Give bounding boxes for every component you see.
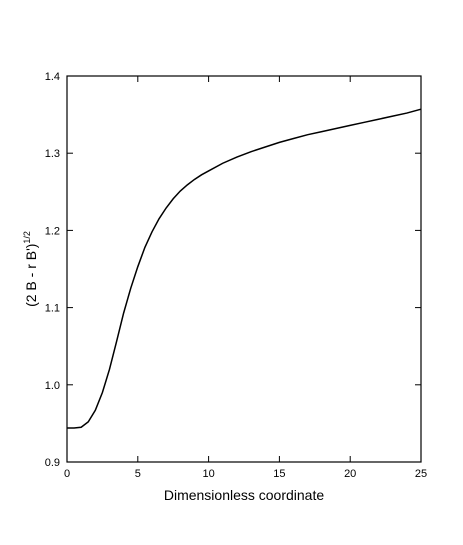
y-tick-label-1: 1.0 <box>45 380 60 392</box>
y-tick-label-4: 1.3 <box>45 148 60 160</box>
y-axis-ticks <box>67 75 421 463</box>
x-tick-label-3: 15 <box>273 468 285 480</box>
x-tick-label-2: 10 <box>202 468 214 480</box>
plot-frame <box>66 75 422 463</box>
x-axis-label: Dimensionless coordinate <box>164 487 325 503</box>
x-tick-label-1: 5 <box>135 468 141 480</box>
y-axis-label: (2 B - r B')1/2 <box>22 231 39 307</box>
x-tick-label-4: 20 <box>344 468 356 480</box>
x-axis-tick-labels: 0 5 10 15 20 25 <box>64 468 427 480</box>
series-line <box>67 108 422 429</box>
y-axis-tick-labels: 0.9 1.0 1.1 1.2 1.3 1.4 <box>45 71 60 469</box>
x-tick-label-5: 25 <box>415 468 427 480</box>
x-axis-ticks <box>66 76 422 462</box>
y-tick-label-2: 1.1 <box>45 303 60 315</box>
y-tick-label-0: 0.9 <box>45 457 60 469</box>
y-tick-label-5: 1.4 <box>45 71 60 83</box>
x-tick-label-0: 0 <box>64 468 70 480</box>
y-axis-label-superscript: 1/2 <box>22 231 32 244</box>
y-axis-label-base: (2 B - r B') <box>23 244 39 307</box>
y-tick-label-3: 1.2 <box>45 225 60 237</box>
